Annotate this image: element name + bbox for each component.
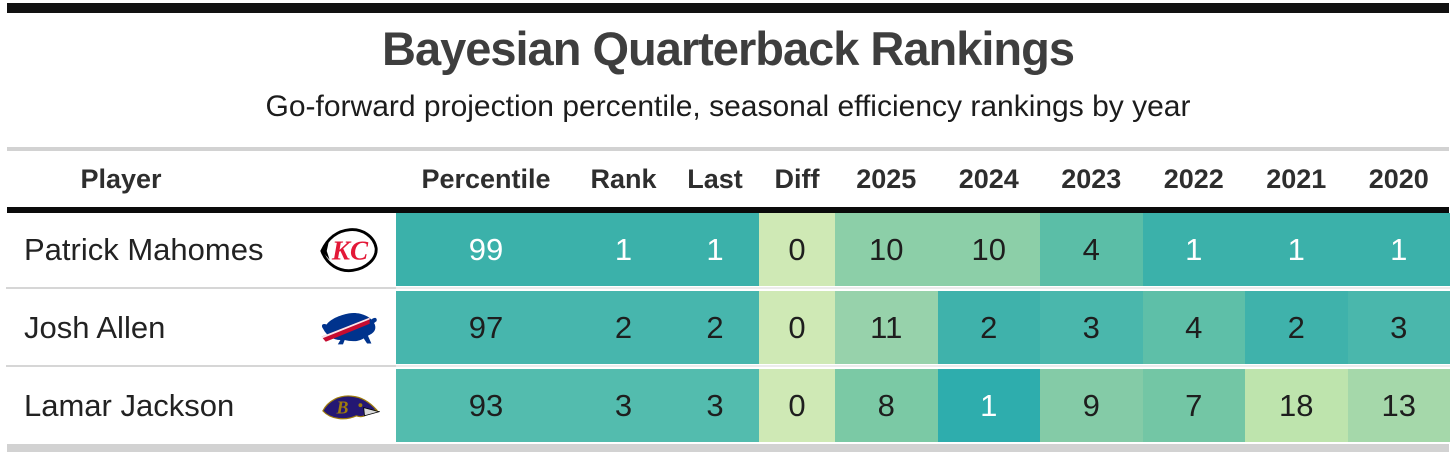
header-bottom-rule bbox=[7, 207, 1449, 214]
cell-2025: 10 bbox=[835, 213, 938, 287]
cell-2020: 13 bbox=[1347, 369, 1450, 443]
table-bottom-rule bbox=[7, 444, 1449, 453]
header-top-divider bbox=[7, 147, 1449, 152]
player-name: Lamar Jackson bbox=[24, 387, 235, 423]
top-rule bbox=[7, 3, 1449, 13]
player-name: Josh Allen bbox=[24, 309, 166, 345]
column-header-rank: Rank bbox=[590, 163, 657, 194]
cell-2022: 4 bbox=[1142, 291, 1245, 365]
column-header-2022: 2022 bbox=[1163, 163, 1224, 194]
svg-text:B: B bbox=[335, 397, 348, 417]
cell-diff: 0 bbox=[759, 369, 835, 443]
row-separator bbox=[6, 364, 1450, 370]
table-row-lamar-jackson: Lamar Jackson B 93 3 3 0 8 1 9 7 18 13 bbox=[6, 369, 1450, 443]
player-cell: Patrick Mahomes KC bbox=[6, 213, 396, 287]
column-header-percentile: Percentile bbox=[421, 163, 551, 194]
cell-2021: 2 bbox=[1245, 291, 1348, 365]
table-row-patrick-mahomes: Patrick Mahomes KC 99 1 1 0 10 10 4 1 1 … bbox=[6, 213, 1450, 287]
cell-2024: 10 bbox=[937, 213, 1040, 287]
column-header-2023: 2023 bbox=[1061, 163, 1122, 194]
table-header-row: Player Percentile Rank Last Diff 2025 20… bbox=[6, 151, 1450, 207]
cell-diff: 0 bbox=[759, 213, 835, 287]
cell-rank: 2 bbox=[576, 291, 671, 365]
cell-percentile: 93 bbox=[396, 369, 576, 443]
cell-percentile: 99 bbox=[396, 213, 576, 287]
player-name: Patrick Mahomes bbox=[24, 231, 264, 267]
page-title: Bayesian Quarterback Rankings bbox=[382, 22, 1075, 75]
cell-percentile: 97 bbox=[396, 291, 576, 365]
bills-logo-icon bbox=[318, 300, 380, 356]
column-header-2020: 2020 bbox=[1368, 163, 1429, 194]
page: Bayesian Quarterback Rankings Go-forward… bbox=[0, 3, 1456, 467]
column-header-diff: Diff bbox=[774, 163, 820, 194]
page-subtitle: Go-forward projection percentile, season… bbox=[265, 90, 1191, 124]
cell-2025: 11 bbox=[835, 291, 938, 365]
cell-2023: 9 bbox=[1040, 369, 1143, 443]
row-separator bbox=[6, 286, 1450, 292]
cell-rank: 3 bbox=[576, 369, 671, 443]
cell-rank: 1 bbox=[576, 213, 671, 287]
cell-2020: 1 bbox=[1347, 213, 1450, 287]
player-cell: Lamar Jackson B bbox=[6, 369, 396, 443]
svg-text:KC: KC bbox=[331, 235, 369, 265]
ravens-logo-icon: B bbox=[318, 378, 380, 434]
table-row-josh-allen: Josh Allen 97 2 2 0 11 2 3 4 2 3 bbox=[6, 291, 1450, 365]
cell-2024: 2 bbox=[937, 291, 1040, 365]
cell-last: 1 bbox=[671, 213, 759, 287]
column-header-2021: 2021 bbox=[1266, 163, 1327, 194]
cell-2023: 3 bbox=[1040, 291, 1143, 365]
cell-2022: 7 bbox=[1142, 369, 1245, 443]
cell-2021: 1 bbox=[1245, 213, 1348, 287]
cell-2021: 18 bbox=[1245, 369, 1348, 443]
column-header-player: Player bbox=[80, 163, 162, 194]
cell-2025: 8 bbox=[835, 369, 938, 443]
cell-2024: 1 bbox=[937, 369, 1040, 443]
column-header-last: Last bbox=[687, 163, 743, 194]
player-cell: Josh Allen bbox=[6, 291, 396, 365]
cell-2023: 4 bbox=[1040, 213, 1143, 287]
cell-2020: 3 bbox=[1347, 291, 1450, 365]
cell-last: 3 bbox=[671, 369, 759, 443]
cell-2022: 1 bbox=[1142, 213, 1245, 287]
column-header-2025: 2025 bbox=[856, 163, 917, 194]
column-header-2024: 2024 bbox=[958, 163, 1019, 194]
cell-last: 2 bbox=[671, 291, 759, 365]
chiefs-logo-icon: KC bbox=[318, 222, 380, 278]
cell-diff: 0 bbox=[759, 291, 835, 365]
